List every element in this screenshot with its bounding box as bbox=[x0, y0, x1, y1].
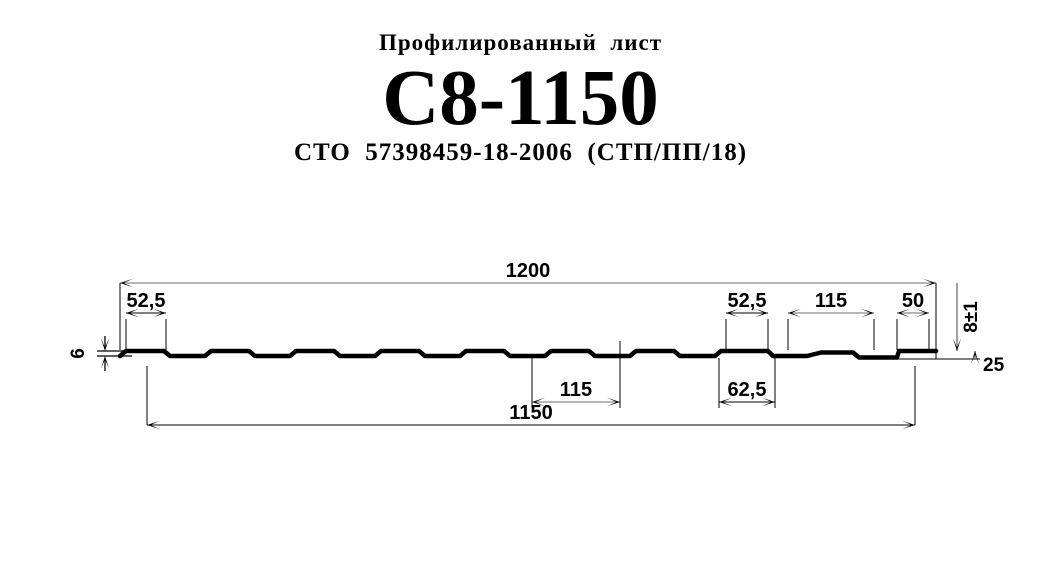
svg-text:6: 6 bbox=[68, 348, 89, 359]
svg-text:115: 115 bbox=[815, 290, 847, 312]
svg-text:8±1: 8±1 bbox=[961, 301, 982, 333]
svg-text:25: 25 bbox=[983, 355, 1005, 376]
svg-text:115: 115 bbox=[560, 379, 592, 401]
svg-text:62,5: 62,5 bbox=[728, 379, 767, 401]
svg-text:52,5: 52,5 bbox=[728, 290, 767, 312]
svg-text:52,5: 52,5 bbox=[127, 290, 166, 312]
svg-text:1200: 1200 bbox=[506, 260, 551, 282]
svg-text:50: 50 bbox=[902, 290, 924, 312]
svg-text:1150: 1150 bbox=[509, 402, 552, 424]
